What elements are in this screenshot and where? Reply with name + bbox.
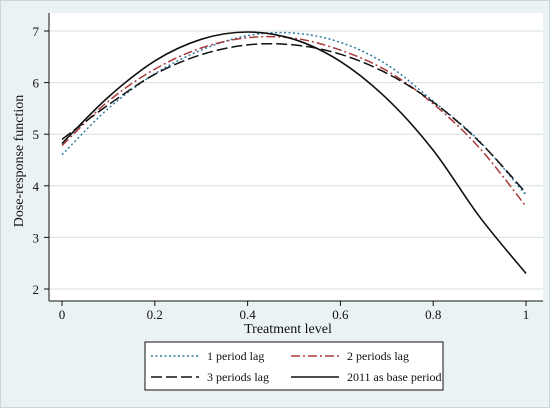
series-line-4 bbox=[61, 31, 527, 275]
y-tick-label: 5 bbox=[33, 127, 40, 142]
x-tick-label: 0.2 bbox=[147, 307, 163, 322]
y-tick-label: 7 bbox=[33, 24, 40, 39]
x-tick-label: 0.6 bbox=[332, 307, 349, 322]
y-tick-label: 2 bbox=[33, 282, 40, 297]
x-axis: 0 0.2 0.4 0.6 0.8 1 bbox=[49, 300, 543, 322]
legend-label-1: 1 period lag bbox=[207, 349, 264, 363]
x-tick-label: 1 bbox=[523, 307, 530, 322]
grid-lines bbox=[49, 30, 543, 290]
series-line-3 bbox=[61, 42, 527, 194]
y-tick-label: 4 bbox=[33, 179, 40, 194]
x-tick-label: 0 bbox=[59, 307, 66, 322]
x-tick-label: 0.4 bbox=[239, 307, 256, 322]
plot-area bbox=[49, 13, 543, 301]
legend-label-3: 3 periods lag bbox=[207, 370, 269, 384]
legend: 1 period lag 2 periods lag 3 periods lag 20… bbox=[144, 341, 444, 391]
legend-box bbox=[144, 341, 444, 391]
y-axis-title: Dose-response function bbox=[12, 95, 27, 228]
y-tick-label: 3 bbox=[33, 230, 40, 245]
series-line-1 bbox=[61, 31, 527, 196]
legend-label-2: 2 periods lag bbox=[347, 349, 409, 363]
x-axis-title: Treatment level bbox=[244, 322, 332, 337]
y-tick-label: 6 bbox=[33, 76, 40, 91]
series-line-2 bbox=[61, 35, 527, 207]
x-tick-label: 0.8 bbox=[425, 307, 441, 322]
y-axis: 2 3 4 5 6 7 bbox=[33, 13, 50, 301]
series-lines bbox=[61, 31, 527, 275]
legend-label-4: 2011 as base period bbox=[347, 370, 442, 384]
